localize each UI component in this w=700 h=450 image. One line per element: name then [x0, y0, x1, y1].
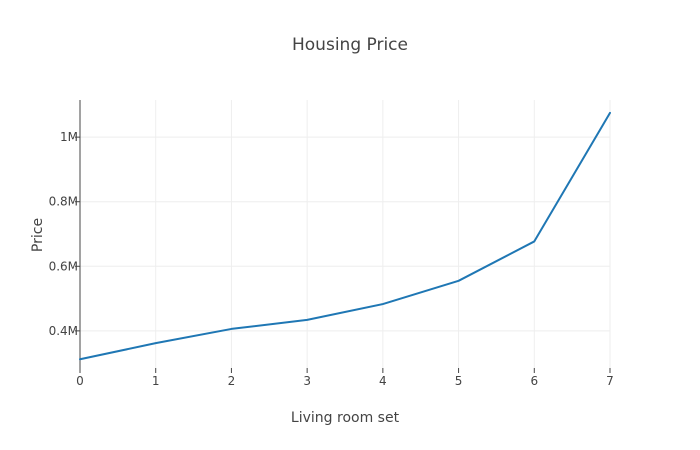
y-tick-label: 1M	[60, 130, 78, 144]
chart-title: Housing Price	[292, 35, 408, 55]
x-tick-label: 6	[530, 374, 538, 388]
x-tick-label: 3	[303, 374, 311, 388]
series-layer	[79, 111, 611, 361]
price-series-line	[79, 111, 611, 361]
x-tick-label: 0	[76, 374, 84, 388]
x-tick-label: 7	[606, 374, 614, 388]
y-tick-label: 0.6M	[49, 259, 78, 273]
x-axis-title: Living room set	[291, 410, 400, 426]
x-tick-label: 4	[379, 374, 387, 388]
axis-layer: 0 1 2 3 4 5 6 7 0.4M 0.6M 0.8M 1M	[49, 100, 614, 388]
y-tick-label: 0.4M	[49, 324, 78, 338]
x-tick-label: 2	[228, 374, 236, 388]
y-axis-title: Price	[30, 218, 46, 252]
x-tick-label: 1	[152, 374, 160, 388]
y-tick-label: 0.8M	[49, 195, 78, 209]
grid-layer	[80, 100, 611, 368]
x-tick-label: 5	[455, 374, 463, 388]
